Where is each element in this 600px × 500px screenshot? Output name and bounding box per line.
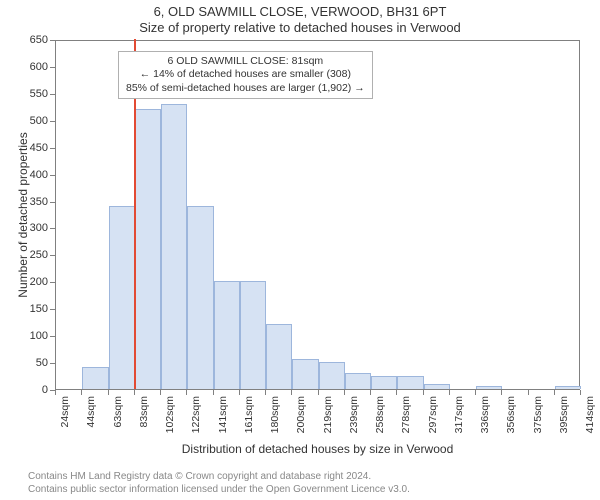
y-tick-label: 200 <box>0 276 48 288</box>
x-tick-label: 44sqm <box>85 396 97 428</box>
y-tick-label: 450 <box>0 142 48 154</box>
x-tick-label: 414sqm <box>584 396 596 433</box>
histogram-bar <box>214 281 240 389</box>
y-tick-label: 550 <box>0 88 48 100</box>
y-tick-mark <box>50 40 55 41</box>
histogram-bar <box>424 384 450 389</box>
x-tick-label: 239sqm <box>348 396 360 433</box>
annotation-line-3: 85% of semi-detached houses are larger (… <box>126 82 365 96</box>
x-tick-label: 336sqm <box>479 396 491 433</box>
y-tick-mark <box>50 121 55 122</box>
x-tick-label: 356sqm <box>505 396 517 433</box>
y-tick-label: 400 <box>0 169 48 181</box>
x-tick-label: 24sqm <box>59 396 71 428</box>
histogram-bar <box>476 386 502 389</box>
x-tick-label: 317sqm <box>453 396 465 433</box>
x-tick-mark <box>396 390 397 395</box>
x-tick-mark <box>528 390 529 395</box>
x-tick-label: 395sqm <box>558 396 570 433</box>
y-tick-mark <box>50 255 55 256</box>
x-tick-label: 83sqm <box>138 396 150 428</box>
x-tick-mark <box>265 390 266 395</box>
x-tick-mark <box>291 390 292 395</box>
x-tick-mark <box>160 390 161 395</box>
x-tick-mark <box>81 390 82 395</box>
histogram-bar <box>135 109 161 389</box>
x-tick-label: 258sqm <box>374 396 386 433</box>
y-tick-label: 250 <box>0 249 48 261</box>
y-tick-label: 500 <box>0 115 48 127</box>
x-tick-mark <box>318 390 319 395</box>
x-tick-mark <box>501 390 502 395</box>
histogram-bar <box>371 376 397 389</box>
x-tick-mark <box>186 390 187 395</box>
x-tick-mark <box>370 390 371 395</box>
x-tick-mark <box>134 390 135 395</box>
x-tick-mark <box>580 390 581 395</box>
histogram-bar <box>109 206 135 389</box>
x-tick-label: 200sqm <box>295 396 307 433</box>
x-tick-mark <box>344 390 345 395</box>
x-tick-label: 141sqm <box>217 396 229 433</box>
y-tick-mark <box>50 94 55 95</box>
footer-line-1: Contains HM Land Registry data © Crown c… <box>28 471 410 484</box>
y-tick-mark <box>50 228 55 229</box>
chart-title-line1: 6, OLD SAWMILL CLOSE, VERWOOD, BH31 6PT <box>0 4 600 19</box>
y-tick-label: 350 <box>0 196 48 208</box>
histogram-bar <box>292 359 318 389</box>
x-tick-mark <box>239 390 240 395</box>
footer: Contains HM Land Registry data © Crown c… <box>28 471 410 496</box>
x-tick-label: 219sqm <box>322 396 334 433</box>
histogram-bar <box>161 104 187 389</box>
x-tick-mark <box>475 390 476 395</box>
y-tick-mark <box>50 175 55 176</box>
y-tick-label: 300 <box>0 222 48 234</box>
y-tick-label: 100 <box>0 330 48 342</box>
x-tick-mark <box>108 390 109 395</box>
y-tick-label: 650 <box>0 34 48 46</box>
y-tick-mark <box>50 363 55 364</box>
x-tick-label: 297sqm <box>427 396 439 433</box>
y-tick-mark <box>50 309 55 310</box>
x-tick-mark <box>449 390 450 395</box>
histogram-bar <box>82 367 108 389</box>
y-tick-mark <box>50 336 55 337</box>
chart-title-block: 6, OLD SAWMILL CLOSE, VERWOOD, BH31 6PT … <box>0 4 600 35</box>
x-tick-mark <box>423 390 424 395</box>
x-tick-label: 278sqm <box>400 396 412 433</box>
y-tick-label: 600 <box>0 61 48 73</box>
x-axis-label: Distribution of detached houses by size … <box>55 442 580 456</box>
annotation-line-1: 6 OLD SAWMILL CLOSE: 81sqm <box>126 55 365 69</box>
histogram-bar <box>266 324 292 389</box>
chart-title-line2: Size of property relative to detached ho… <box>0 20 600 35</box>
y-tick-mark <box>50 67 55 68</box>
histogram-bar <box>397 376 423 389</box>
x-tick-mark <box>213 390 214 395</box>
x-tick-label: 375sqm <box>532 396 544 433</box>
annotation-box: 6 OLD SAWMILL CLOSE: 81sqm ← 14% of deta… <box>118 51 373 100</box>
x-tick-label: 161sqm <box>243 396 255 433</box>
x-tick-mark <box>55 390 56 395</box>
histogram-bar <box>555 386 581 389</box>
footer-line-2: Contains public sector information licen… <box>28 484 410 497</box>
y-tick-label: 150 <box>0 303 48 315</box>
x-tick-label: 122sqm <box>190 396 202 433</box>
histogram-bar <box>345 373 371 389</box>
y-tick-mark <box>50 202 55 203</box>
histogram-bar <box>319 362 345 389</box>
y-tick-mark <box>50 282 55 283</box>
histogram-bar <box>187 206 213 389</box>
y-tick-label: 0 <box>0 384 48 396</box>
y-tick-mark <box>50 148 55 149</box>
x-tick-label: 63sqm <box>112 396 124 428</box>
x-tick-label: 102sqm <box>164 396 176 433</box>
x-tick-mark <box>554 390 555 395</box>
histogram-bar <box>240 281 266 389</box>
y-tick-label: 50 <box>0 357 48 369</box>
annotation-line-2: ← 14% of detached houses are smaller (30… <box>126 68 365 82</box>
x-tick-label: 180sqm <box>269 396 281 433</box>
